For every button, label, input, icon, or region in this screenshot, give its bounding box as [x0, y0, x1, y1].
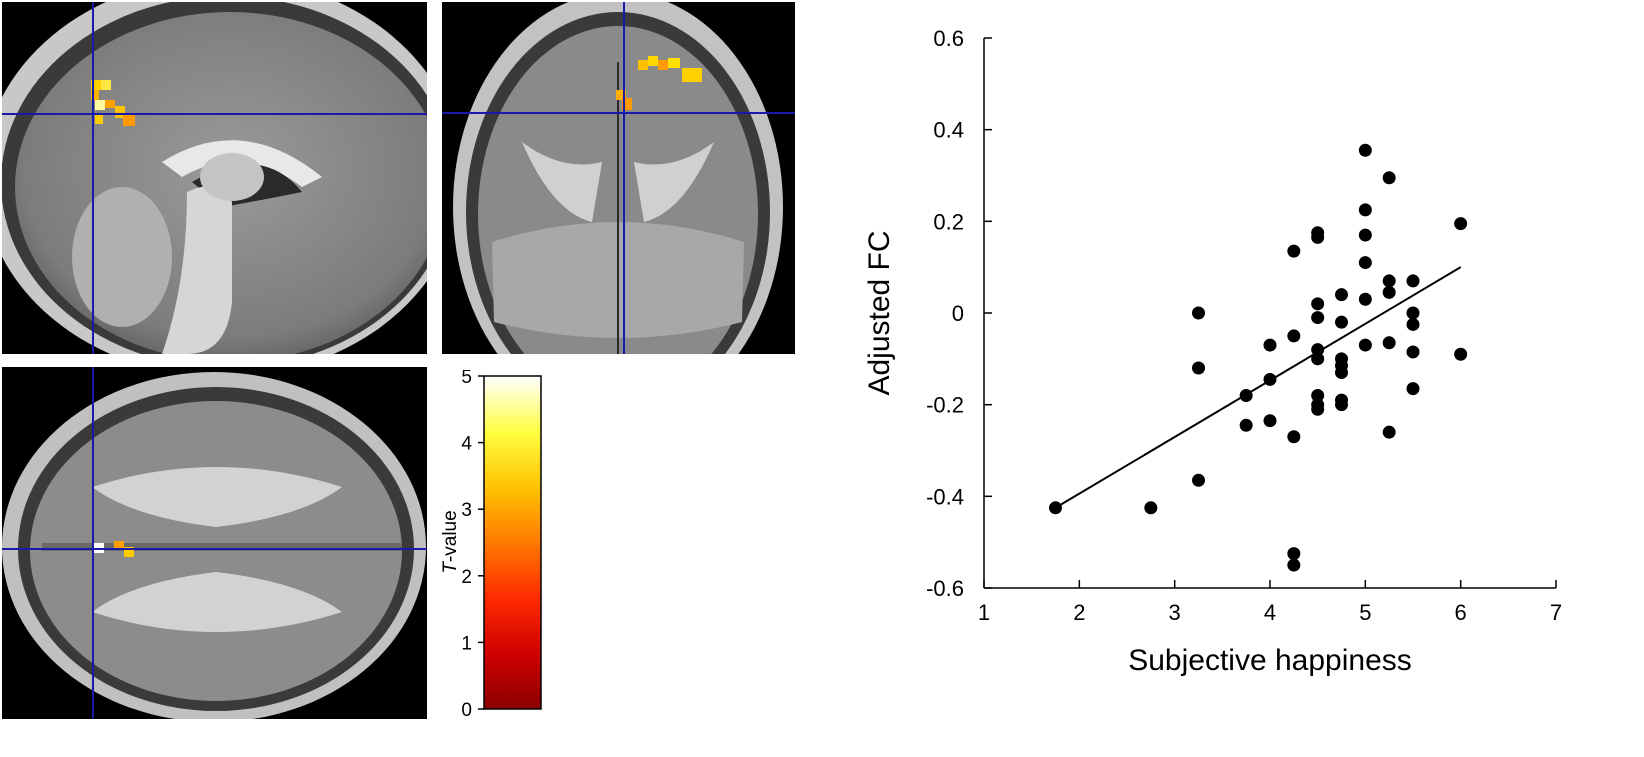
scatter-chart: -0.6 -0.4 -0.2 0 0.2 0.4 0.6 1 2 3 4 5 6 7 Subjective…	[860, 20, 1580, 740]
y-tick-label: 0.4	[933, 118, 964, 143]
y-tick-label: 0.6	[933, 26, 964, 51]
data-point	[1358, 338, 1372, 352]
colorbar-tick-label: 1	[461, 633, 472, 654]
data-point	[1358, 143, 1372, 157]
data-point	[1335, 366, 1348, 380]
data-point	[1358, 203, 1372, 217]
data-point	[1311, 297, 1325, 311]
data-point	[1311, 389, 1325, 402]
x-tick-label: 6	[1455, 600, 1467, 625]
data-point	[1311, 230, 1325, 244]
data-point	[1454, 217, 1468, 231]
y-tick-label: -0.2	[926, 393, 964, 418]
data-point	[1406, 382, 1420, 396]
data-point	[1287, 547, 1301, 561]
data-point	[1287, 558, 1301, 572]
data-point	[1049, 501, 1062, 515]
colorbar-tick-label: 0	[461, 700, 472, 720]
data-point	[1358, 292, 1372, 306]
data-point	[1192, 473, 1205, 487]
data-point	[1192, 361, 1205, 375]
x-tick-label: 3	[1169, 600, 1181, 625]
regression-line	[1054, 266, 1462, 509]
data-point	[1382, 171, 1396, 185]
data-point	[1239, 418, 1253, 432]
x-tick-label: 2	[1073, 600, 1085, 625]
x-tick-label: 4	[1264, 600, 1276, 625]
brain-axial-slice-icon	[2, 367, 427, 719]
data-point	[1263, 338, 1277, 352]
data-point	[1382, 336, 1396, 350]
colorbar-tick-label: 4	[461, 434, 472, 455]
data-point	[1335, 288, 1348, 302]
y-tick-label: -0.6	[926, 576, 964, 601]
brain-sagittal-view	[2, 2, 427, 354]
data-point	[1335, 398, 1348, 412]
colorbar-tick-label: 5	[461, 370, 472, 388]
data-point	[1263, 372, 1277, 386]
data-point	[1406, 306, 1420, 320]
colorbar-label: T-value	[440, 510, 461, 573]
data-point	[1335, 315, 1348, 329]
data-point	[1263, 414, 1277, 428]
brain-sagittal-slice-icon	[2, 2, 427, 354]
data-point	[1358, 228, 1372, 242]
data-point	[1311, 343, 1325, 357]
colorbar-tick-label: 2	[461, 567, 472, 588]
data-point	[1192, 306, 1205, 320]
data-point	[1311, 311, 1325, 325]
brain-coronal-view	[442, 2, 795, 354]
data-point	[1382, 285, 1396, 299]
data-point	[1287, 430, 1301, 444]
x-tick-label: 7	[1550, 600, 1562, 625]
y-tick-label: 0	[952, 301, 964, 326]
x-tick-label: 5	[1359, 600, 1371, 625]
x-axis-label: Subjective happiness	[1128, 644, 1412, 677]
data-point	[1454, 347, 1468, 361]
y-tick-label: -0.4	[926, 484, 964, 509]
x-tick-label: 1	[978, 600, 990, 625]
colorbar-gradient	[483, 375, 542, 710]
data-point	[1311, 402, 1325, 416]
y-axis-label: Adjusted FC	[863, 230, 896, 395]
data-point	[1144, 501, 1158, 515]
data-point	[1287, 244, 1301, 258]
data-point	[1406, 274, 1420, 288]
data-point	[1406, 317, 1420, 331]
colorbar-tick-label: 3	[461, 500, 472, 521]
brain-coronal-slice-icon	[442, 2, 795, 354]
y-tick-label: 0.2	[933, 209, 964, 234]
brain-axial-view	[2, 367, 427, 719]
data-point	[1358, 256, 1372, 270]
data-point	[1382, 425, 1396, 439]
data-point	[1311, 352, 1325, 366]
data-point	[1382, 274, 1396, 288]
data-point	[1239, 389, 1253, 402]
data-point	[1406, 345, 1420, 359]
data-point	[1287, 329, 1301, 343]
colorbar: 0 1 2 3 4 5 T-value	[438, 367, 578, 721]
